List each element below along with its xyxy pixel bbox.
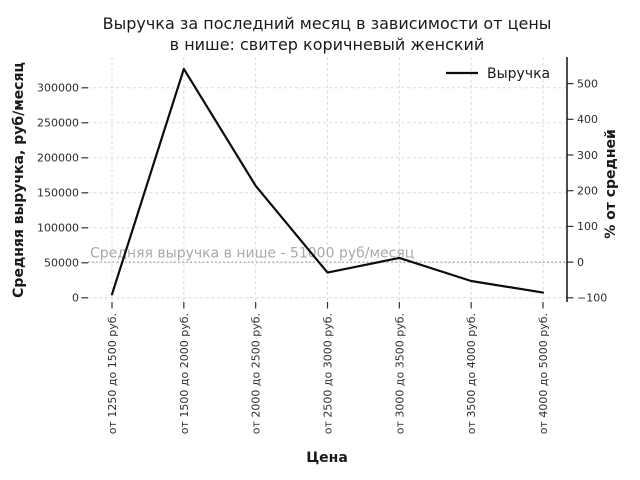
x-axis-title: Цена (306, 450, 348, 466)
left-y-axis-title: Средняя выручка, руб/месяц (11, 62, 27, 298)
x-axis-tick-label: от 4000 до 5000 руб. (537, 313, 550, 434)
chart-title-line-2: в нише: свитер коричневый женский (170, 35, 485, 54)
chart-title-line-1: Выручка за последний месяц в зависимости… (103, 14, 552, 33)
left-axis-tick-label: 200000 (37, 152, 79, 165)
right-axis-tick-label: 100 (577, 220, 598, 233)
x-axis-tick-label: от 3500 до 4000 руб. (465, 313, 478, 434)
left-axis-tick-label: 100000 (37, 222, 79, 235)
axis-tick-marks (81, 82, 574, 309)
right-axis-tick-label: 200 (577, 185, 598, 198)
average-revenue-annotation: Средняя выручка в нише - 51000 руб/месяц (90, 246, 414, 262)
x-axis-tick-label: от 2000 до 2500 руб. (250, 313, 263, 434)
right-axis-tick-labels: −100 0 100 200 300 400 500 (577, 77, 607, 304)
vertical-gridlines (111, 57, 544, 302)
left-axis-tick-label: 150000 (37, 187, 79, 200)
right-axis-tick-label: 400 (577, 113, 598, 126)
right-axis-tick-label: 300 (577, 149, 598, 162)
legend-entry-revenue: Выручка (487, 66, 550, 82)
x-axis-tick-label: от 1250 до 1500 руб. (106, 313, 119, 434)
legend: Выручка (446, 66, 550, 82)
x-axis-tick-label: от 2500 до 3000 руб. (322, 313, 335, 434)
left-axis-tick-label: 0 (72, 292, 79, 305)
right-axis-tick-label: 0 (577, 256, 584, 269)
series-line-revenue (110, 67, 545, 296)
left-axis-tick-label: 300000 (37, 82, 79, 95)
data-series (110, 67, 545, 296)
right-axis-tick-label: −100 (577, 292, 607, 305)
x-axis-tick-label: от 3000 до 3500 руб. (393, 313, 406, 434)
right-y-axis-title: % от средней (603, 129, 619, 239)
x-axis-tick-labels: от 1250 до 1500 руб. от 1500 до 2000 руб.… (106, 313, 550, 434)
x-axis-tick-label: от 1500 до 2000 руб. (178, 313, 191, 434)
left-axis-tick-labels: 0 50000 100000 150000 200000 250000 300000 (37, 82, 79, 305)
right-axis-tick-label: 500 (577, 77, 598, 90)
left-axis-tick-label: 250000 (37, 117, 79, 130)
left-axis-tick-label: 50000 (44, 257, 79, 270)
